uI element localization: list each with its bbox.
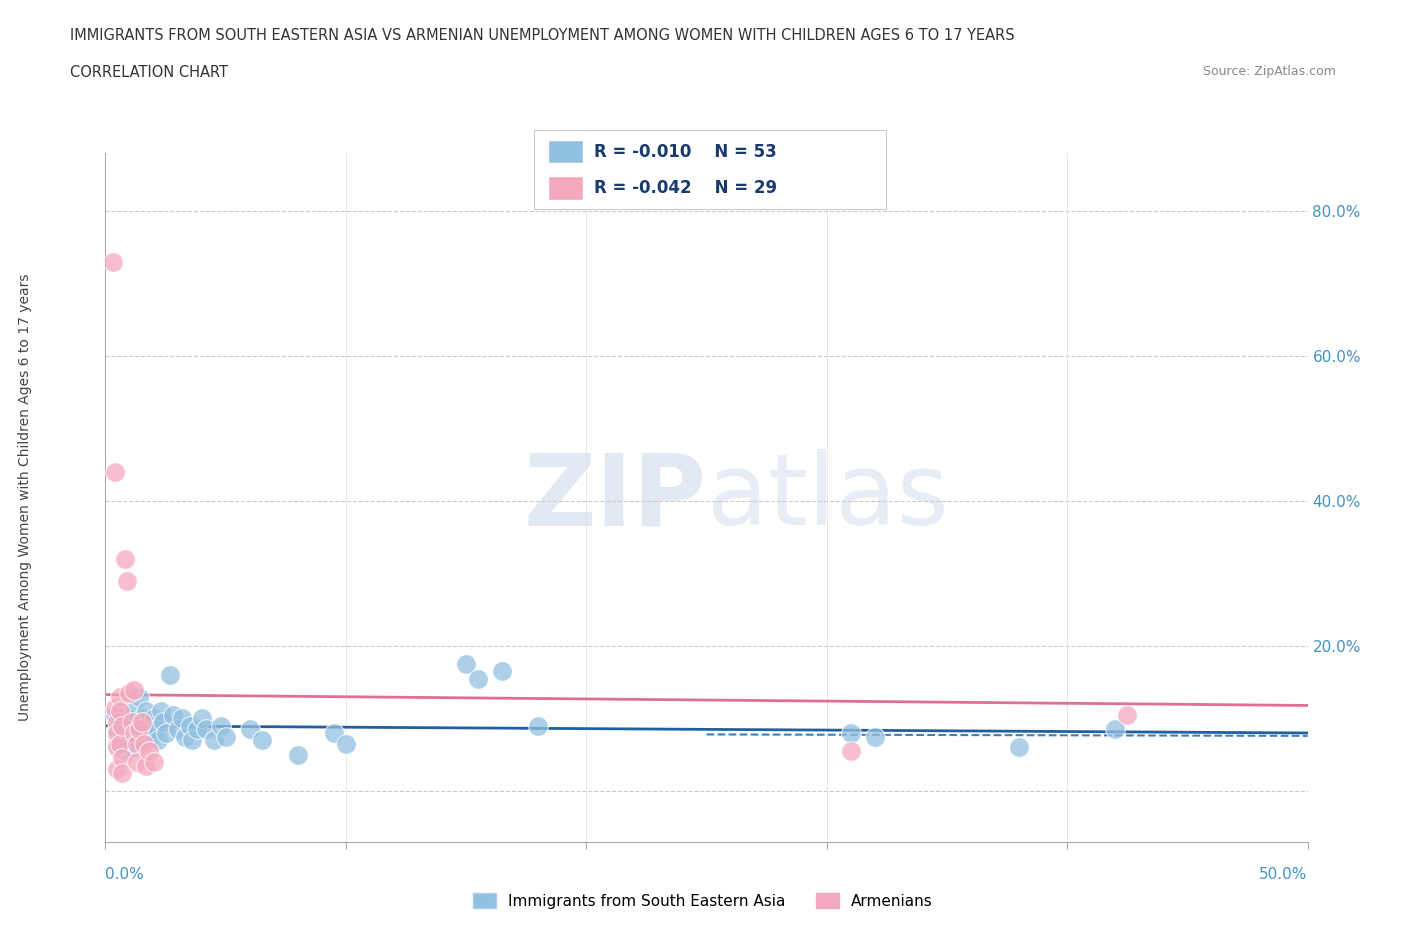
Point: [108, 704, 131, 719]
Point: [125, 733, 148, 748]
Point: [111, 729, 134, 744]
Point: [128, 689, 150, 704]
Point: [121, 714, 143, 729]
Point: [104, 465, 127, 480]
Point: [115, 711, 138, 726]
Point: [107, 722, 129, 737]
Point: [190, 711, 212, 726]
Point: [115, 574, 138, 589]
Point: [1008, 740, 1031, 755]
Point: [179, 718, 201, 733]
Point: [863, 729, 886, 744]
Point: [139, 729, 162, 744]
Point: [173, 729, 195, 744]
Point: [104, 708, 127, 723]
Point: [115, 722, 138, 737]
FancyBboxPatch shape: [548, 176, 583, 200]
Point: [287, 748, 309, 763]
Point: [118, 685, 141, 700]
Point: [145, 722, 167, 737]
Point: [125, 722, 148, 737]
Text: 0.0%: 0.0%: [105, 867, 145, 882]
Point: [121, 714, 143, 729]
Point: [131, 714, 153, 729]
Point: [107, 737, 129, 751]
Point: [214, 729, 236, 744]
Point: [322, 725, 344, 740]
Point: [166, 722, 188, 737]
Point: [132, 737, 155, 751]
Point: [186, 722, 208, 737]
Legend: Immigrants from South Eastern Asia, Armenians: Immigrants from South Eastern Asia, Arme…: [467, 886, 939, 915]
Point: [111, 718, 134, 733]
Text: Unemployment Among Women with Children Ages 6 to 17 years: Unemployment Among Women with Children A…: [18, 273, 32, 722]
Text: R = -0.010    N = 53: R = -0.010 N = 53: [593, 142, 776, 161]
Point: [124, 725, 146, 740]
Point: [118, 733, 141, 748]
Point: [172, 711, 194, 726]
Point: [239, 722, 262, 737]
Point: [839, 744, 862, 759]
Point: [108, 737, 131, 751]
Point: [142, 711, 165, 726]
Point: [107, 740, 129, 755]
Point: [138, 744, 160, 759]
Point: [527, 718, 550, 733]
Point: [107, 714, 129, 729]
Text: Source: ZipAtlas.com: Source: ZipAtlas.com: [1202, 65, 1336, 78]
Point: [114, 744, 136, 759]
Point: [135, 758, 157, 773]
Point: [121, 740, 143, 755]
Point: [152, 714, 174, 729]
Point: [108, 689, 131, 704]
Point: [125, 737, 148, 751]
Point: [162, 708, 184, 723]
Point: [124, 704, 146, 719]
Point: [132, 714, 155, 729]
Point: [131, 711, 153, 726]
Point: [111, 765, 134, 780]
Text: atlas: atlas: [707, 449, 948, 546]
Point: [335, 737, 357, 751]
Text: 50.0%: 50.0%: [1260, 867, 1308, 882]
Point: [108, 714, 131, 729]
Point: [195, 722, 218, 737]
Point: [155, 725, 177, 740]
Point: [1104, 722, 1126, 737]
Point: [107, 725, 129, 740]
Text: ZIP: ZIP: [523, 449, 707, 546]
Point: [1116, 708, 1139, 723]
Text: IMMIGRANTS FROM SOUTH EASTERN ASIA VS ARMENIAN UNEMPLOYMENT AMONG WOMEN WITH CHI: IMMIGRANTS FROM SOUTH EASTERN ASIA VS AR…: [70, 28, 1015, 43]
Text: R = -0.042    N = 29: R = -0.042 N = 29: [593, 179, 778, 197]
Point: [135, 704, 157, 719]
Point: [114, 551, 136, 566]
Point: [467, 671, 489, 686]
Point: [202, 733, 225, 748]
Point: [209, 718, 232, 733]
Point: [101, 255, 124, 270]
Point: [107, 762, 129, 777]
Point: [159, 668, 181, 683]
FancyBboxPatch shape: [548, 140, 583, 164]
Point: [149, 704, 172, 719]
Point: [125, 754, 148, 769]
Point: [128, 722, 150, 737]
Point: [138, 718, 160, 733]
Point: [491, 664, 513, 679]
Point: [131, 725, 153, 740]
Point: [250, 733, 273, 748]
Text: CORRELATION CHART: CORRELATION CHART: [70, 65, 228, 80]
Point: [104, 700, 127, 715]
Point: [111, 751, 134, 765]
Point: [181, 733, 204, 748]
Point: [142, 754, 165, 769]
Point: [839, 725, 862, 740]
Point: [454, 657, 477, 671]
Point: [124, 682, 146, 697]
Point: [148, 733, 170, 748]
